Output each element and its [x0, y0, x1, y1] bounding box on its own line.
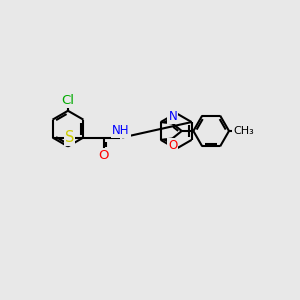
Text: S: S: [65, 130, 74, 145]
Text: NH: NH: [112, 124, 130, 137]
Text: CH₃: CH₃: [233, 126, 254, 136]
Text: O: O: [99, 149, 109, 162]
Text: N: N: [168, 110, 177, 123]
Text: Cl: Cl: [61, 94, 74, 106]
Text: O: O: [168, 139, 177, 152]
